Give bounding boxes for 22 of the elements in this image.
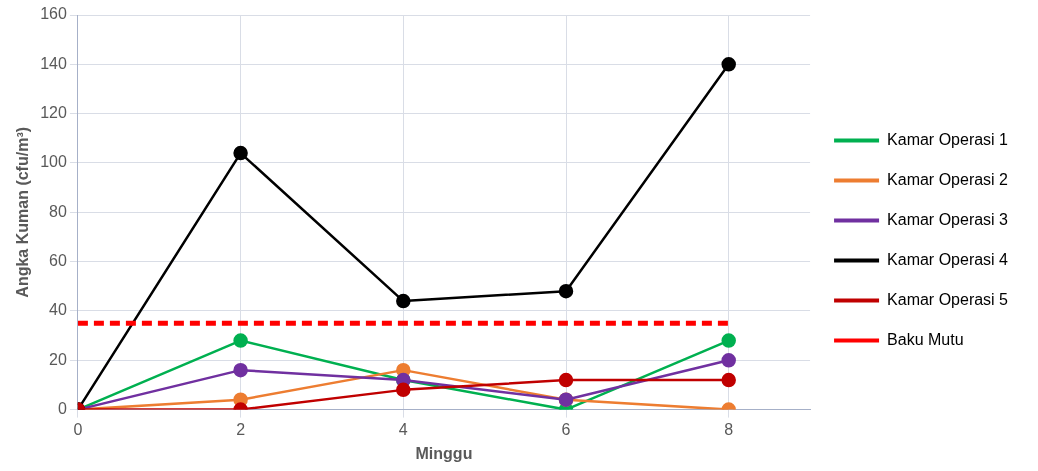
legend-label: Kamar Operasi 5 [887, 290, 1009, 308]
y-tick-label: 60 [49, 252, 67, 270]
y-tick-label: 0 [57, 400, 67, 418]
legend-label: Kamar Operasi 4 [887, 250, 1009, 268]
legend-label: Baku Mutu [887, 330, 964, 348]
x-axis-title: Minggu [415, 444, 473, 462]
x-tick-label: 8 [724, 420, 734, 438]
legend-label: Kamar Operasi 2 [887, 170, 1009, 188]
y-axis-title: Angka Kuman (cfu/m³) [14, 126, 32, 298]
x-tick-label: 6 [561, 420, 571, 438]
y-tick-label: 140 [40, 54, 67, 72]
y-tick-label: 160 [40, 5, 67, 23]
x-tick-label: 4 [398, 420, 408, 438]
legend-label: Kamar Operasi 3 [887, 210, 1009, 228]
y-tick-label: 20 [49, 350, 67, 368]
y-tick-label: 40 [49, 301, 67, 319]
x-tick-label: 2 [236, 420, 246, 438]
legend-label: Kamar Operasi 1 [887, 130, 1009, 148]
y-tick-label: 80 [49, 202, 67, 220]
x-tick-label: 0 [73, 420, 83, 438]
y-tick-label: 120 [40, 104, 67, 122]
y-tick-label: 100 [40, 153, 67, 171]
